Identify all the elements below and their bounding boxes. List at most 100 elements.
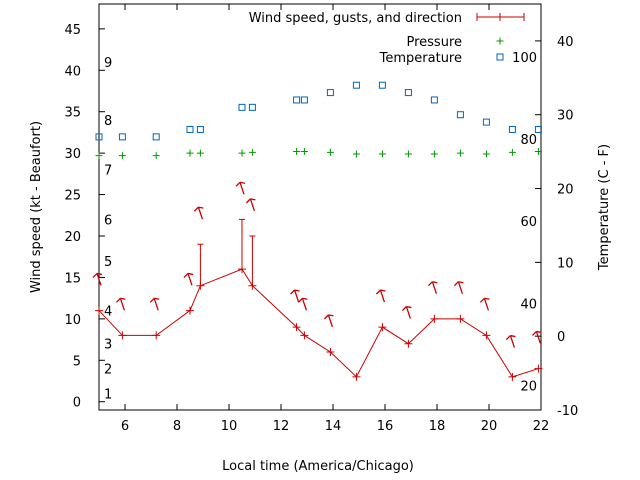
beaufort-label: 4 [104,305,112,320]
y-tick-label-left: 15 [64,271,81,286]
y-tick-label-left: 30 [64,147,81,162]
y-tick-label-right: 40 [557,35,574,50]
wind-speed-point [186,306,194,315]
pressure-point [248,148,256,156]
axis-ticks [99,4,542,411]
wind-speed-point [95,306,103,315]
plot-frame [98,3,542,411]
beaufort-label: 2 [104,363,112,378]
pressure-point [118,152,126,160]
wind-direction-arrow [505,334,516,348]
temperature-point [352,81,360,89]
wind-direction-arrow [115,297,126,311]
temperature-point [196,125,204,133]
pressure-point [238,149,246,157]
x-axis-label: Local time (America/Chicago) [222,459,414,474]
y-axis-label-right: Temperature (C - F) [597,144,612,271]
x-tick-label: 16 [377,419,394,434]
pressure-point [404,150,412,158]
pressure-point [293,147,301,155]
legend-label: Pressure [406,35,462,50]
wind-speed-point [352,372,361,381]
pressure-point [482,150,490,158]
pressure-point [456,149,464,157]
pressure-point [300,147,308,155]
pressure-point [352,150,360,158]
wind-direction-arrow [453,281,464,294]
temperature-point [293,96,301,104]
wind-direction-arrow [297,297,308,311]
data-marks [92,81,543,381]
pressure-point [430,150,438,158]
legend-label: Wind speed, gusts, and direction [249,11,462,26]
wind-speed-point [292,323,301,332]
wind-speed-point [404,339,413,348]
wind-speed-point [152,331,161,340]
fahrenheit-label: 20 [520,380,537,395]
temperature-point [430,96,438,104]
x-tick-label: 10 [221,419,238,434]
wind-direction-arrow [427,281,438,294]
temperature-point [95,133,103,141]
pressure-point [152,152,160,160]
y-tick-label-left: 40 [64,64,81,79]
x-tick-label: 20 [481,419,498,434]
temperature-point [300,96,308,104]
x-tick-label: 8 [173,419,181,434]
legend-temperature-swatch [496,53,504,61]
y-tick-label-right: 0 [557,330,565,345]
wind-direction-arrow [235,181,246,195]
y-tick-label-left: 45 [64,23,81,38]
beaufort-label: 5 [104,255,112,270]
wind-speed-point [534,364,543,373]
fahrenheit-label: 60 [520,215,537,230]
pressure-point [186,149,194,157]
wind-direction-arrow [323,314,334,328]
fahrenheit-label: 80 [520,133,537,148]
temperature-point [326,89,334,97]
wind-direction-arrow [245,198,256,212]
temperature-point [118,133,126,141]
temperature-point [456,111,464,119]
pressure-point [534,147,542,155]
y-tick-label-left: 25 [64,189,81,204]
x-tick-label: 6 [121,419,129,434]
y-tick-label-left: 20 [64,230,81,245]
wind-direction-arrow [149,297,160,311]
temperature-point [378,81,386,89]
wind-gust-bar [239,218,245,270]
y-tick-label-left: 0 [73,396,81,411]
beaufort-label: 8 [104,114,112,129]
y-tick-label-right: -10 [557,404,578,419]
x-tick-label: 22 [533,419,550,434]
wind-direction-arrow [290,289,300,303]
fahrenheit-label: 100 [512,51,537,66]
beaufort-label: 7 [104,164,112,179]
y-tick-label-right: 10 [557,256,574,271]
pressure-point [326,148,334,156]
beaufort-label: 3 [104,338,112,353]
temperature-point [152,133,160,141]
tick-labels: 6 8 10 12 14 16 18 20 22051015202530354045-10010… [64,23,578,434]
pressure-point [378,150,386,158]
wind-speed-point [430,314,439,323]
wind-speed-point [300,331,309,340]
x-tick-label: 12 [273,419,290,434]
pressure-point [95,152,103,160]
wind-direction-arrow [531,330,542,344]
wind-speed-point [482,331,491,340]
wind-gust-bar [197,243,204,286]
fahrenheit-label: 40 [520,298,537,313]
beaufort-label: 9 [104,56,112,71]
y-tick-label-left: 35 [64,106,81,121]
temperature-point [534,125,542,133]
wind-speed-point [378,323,387,332]
wind-speed-point [508,372,517,381]
temperature-point [404,89,412,97]
wind-direction-arrow [375,289,386,303]
temperature-point [186,125,194,133]
legend-label: Temperature [379,51,462,66]
temperature-point [508,125,516,133]
wind-gust-bar [249,235,256,286]
